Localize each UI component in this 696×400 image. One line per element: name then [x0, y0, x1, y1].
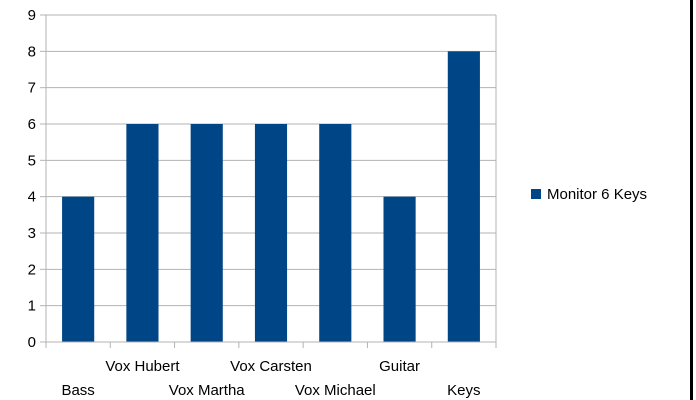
legend: Monitor 6 Keys — [531, 186, 647, 203]
y-tick-label: 3 — [28, 225, 36, 242]
x-tick-label: Guitar — [379, 358, 420, 375]
right-border-line — [690, 0, 693, 400]
y-tick-label: 5 — [28, 152, 36, 169]
bar — [254, 124, 288, 342]
y-tick-labels: 0 1 2 3 4 5 6 7 8 9 — [28, 7, 36, 351]
bar — [190, 124, 223, 342]
y-tick-label: 0 — [28, 334, 36, 351]
y-tick-label: 7 — [28, 80, 36, 97]
bar — [319, 124, 352, 342]
y-tick-label: 2 — [28, 261, 36, 278]
x-tick-label: Vox Martha — [169, 382, 246, 399]
x-tick-label: Vox Hubert — [105, 358, 180, 375]
y-tick-label: 6 — [28, 116, 36, 133]
y-tick-label: 4 — [28, 189, 36, 206]
bar — [447, 51, 480, 342]
x-tick-label: Bass — [61, 382, 94, 399]
bar — [383, 196, 416, 342]
y-tick-label: 1 — [28, 298, 36, 315]
x-tick-label: Keys — [447, 382, 480, 399]
bars — [62, 51, 480, 342]
x-tick-labels: Bass Vox Hubert Vox Martha Vox Carsten Vox M… — [61, 358, 480, 399]
grid-lines — [46, 14, 496, 307]
bar — [126, 124, 159, 342]
legend-label: Monitor 6 Keys — [547, 186, 647, 203]
bar — [62, 196, 95, 342]
y-tick-label: 8 — [28, 43, 36, 60]
x-tick-label: Vox Michael — [295, 382, 376, 399]
axes — [40, 14, 497, 348]
x-tick-label: Vox Carsten — [230, 358, 312, 375]
y-tick-label: 9 — [28, 7, 36, 24]
legend-swatch — [531, 189, 541, 199]
